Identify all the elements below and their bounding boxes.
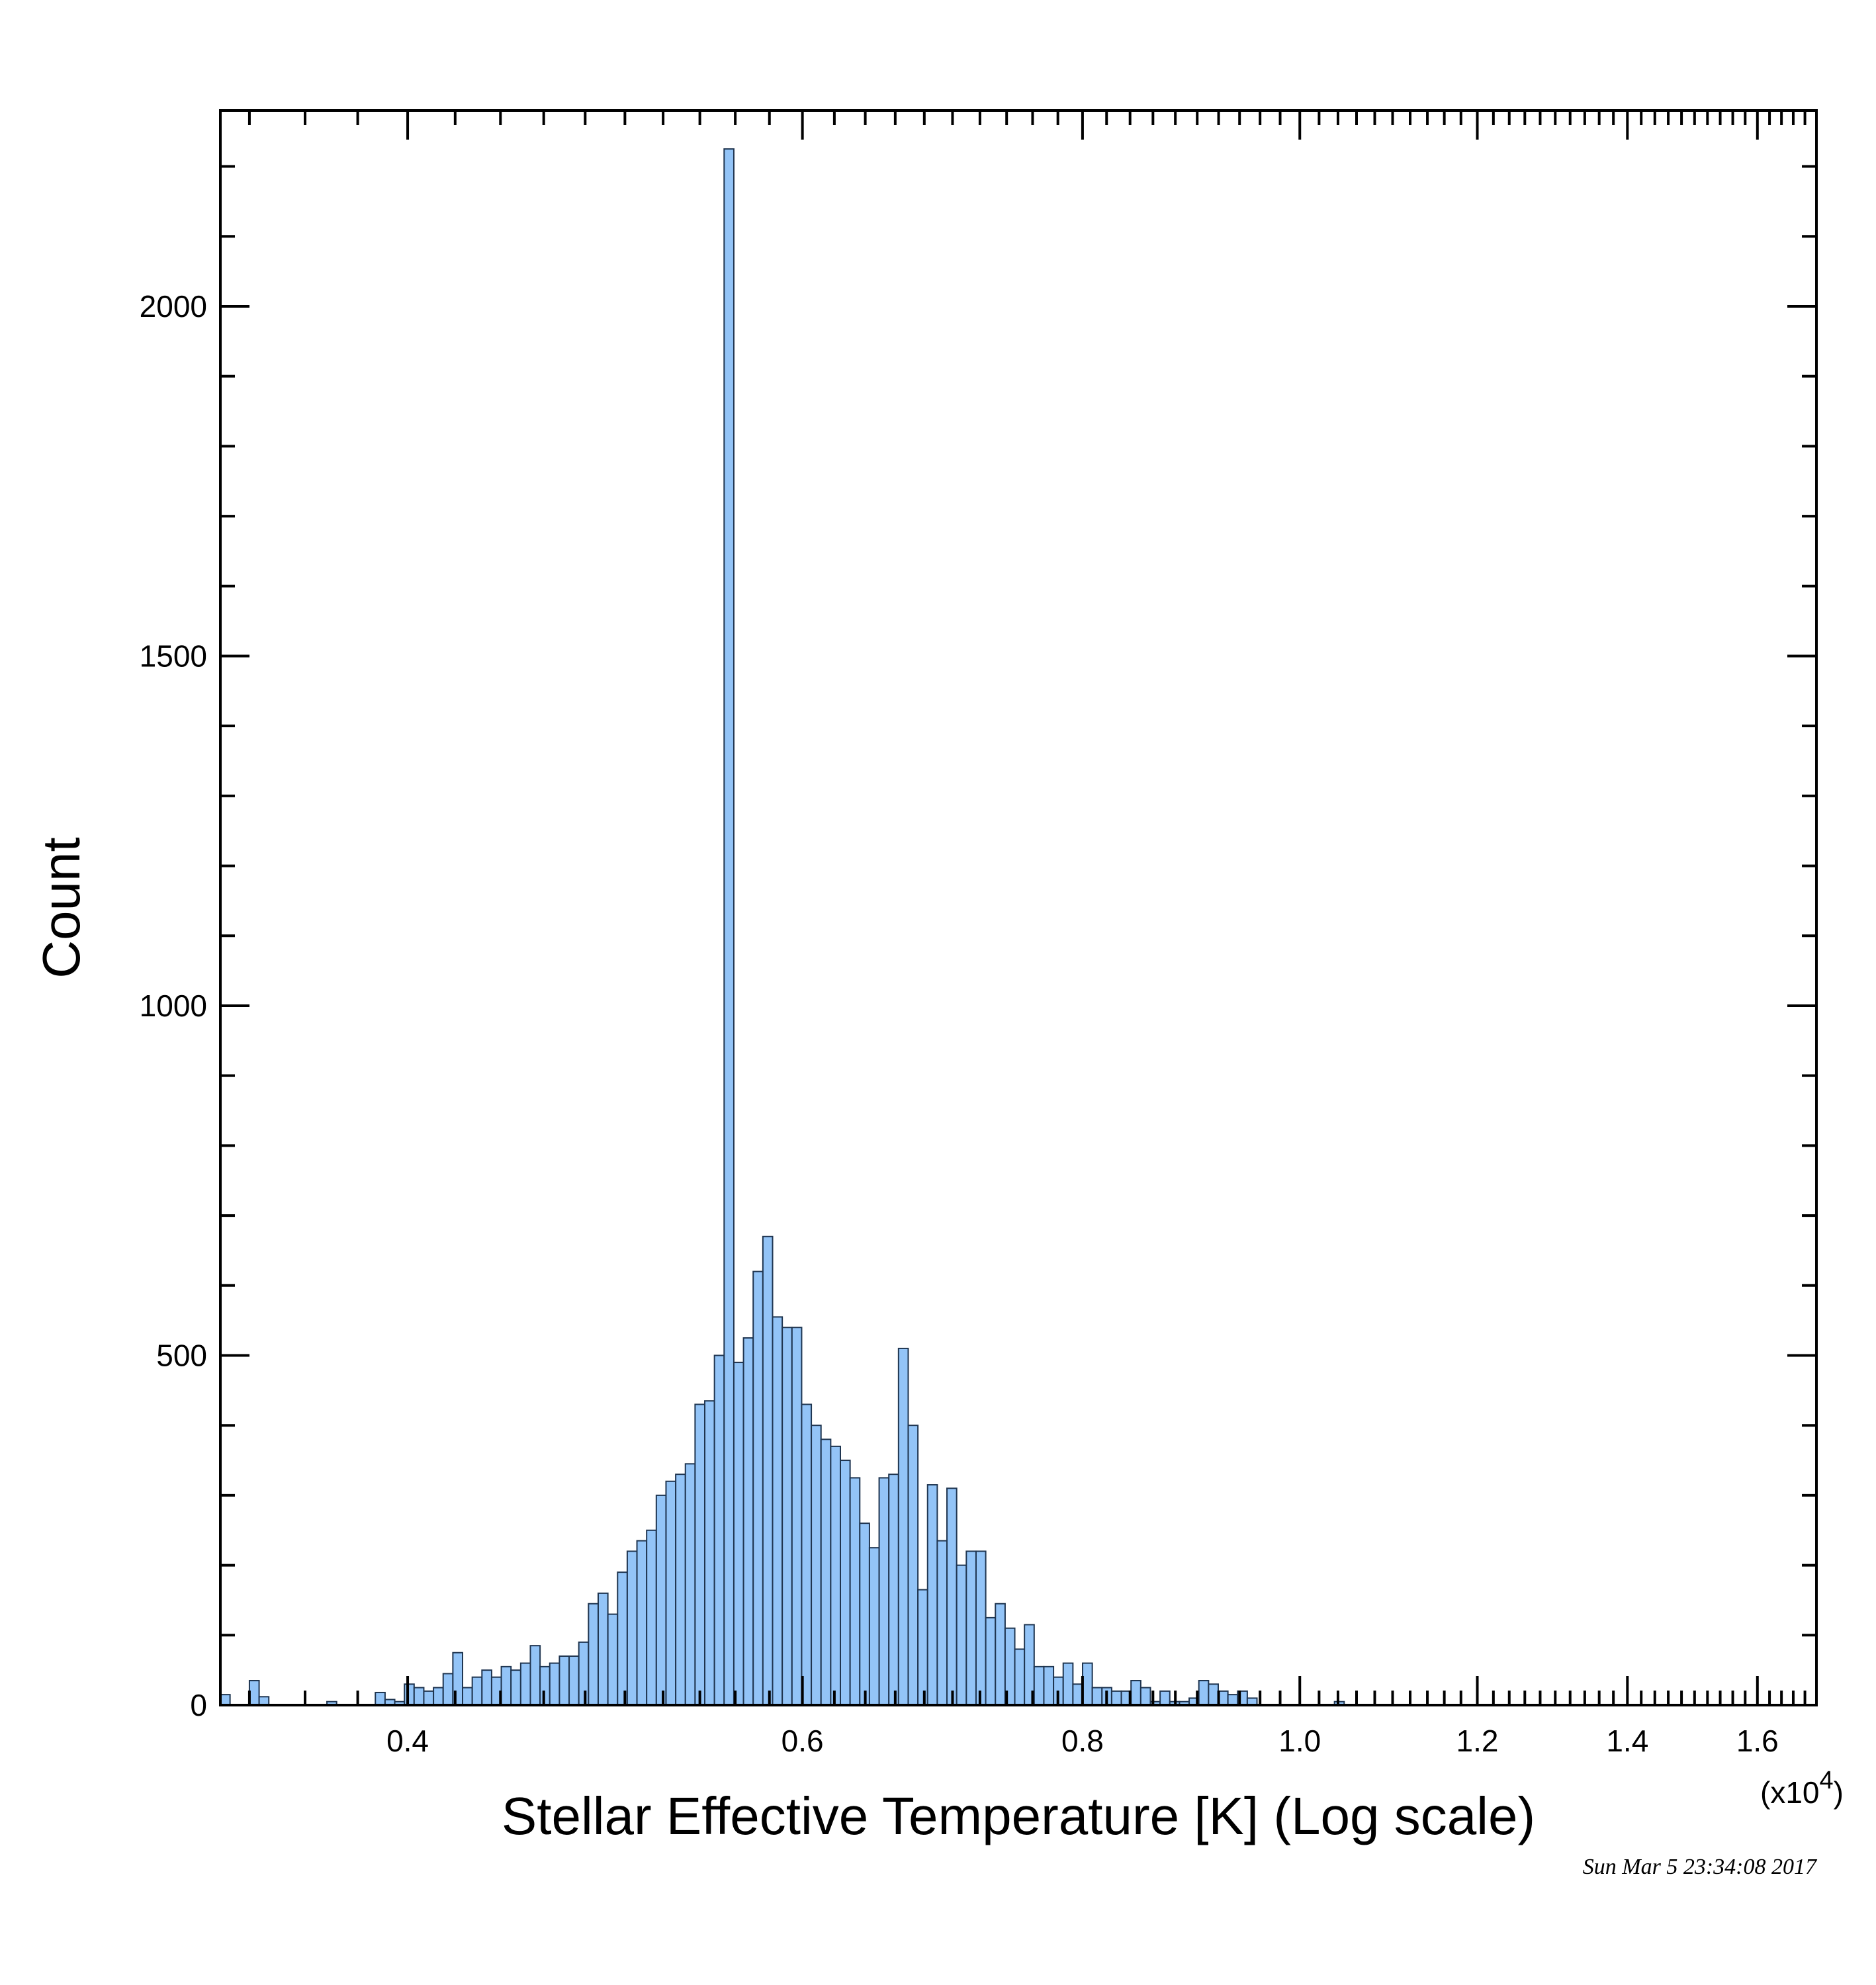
plot-frame (219, 109, 1818, 1706)
histogram-bar (588, 1603, 599, 1706)
histogram-bar (471, 1676, 483, 1706)
histogram-bar (665, 1480, 677, 1706)
histogram-bar (782, 1327, 793, 1706)
histogram-bar (607, 1613, 619, 1706)
histogram-bar (510, 1669, 521, 1706)
histogram-bar (801, 1403, 813, 1706)
y-axis-title: Count (32, 837, 91, 978)
histogram-bar (985, 1616, 997, 1706)
histogram-bar (529, 1645, 541, 1706)
histogram-bar (1130, 1680, 1141, 1706)
histogram-bar (220, 1694, 231, 1706)
histogram-bar (926, 1484, 938, 1706)
histogram-bar (791, 1327, 803, 1706)
histogram-bar (500, 1665, 512, 1706)
histogram-bar (636, 1540, 648, 1706)
histogram-bar (907, 1425, 919, 1706)
x-tick-label: 0.6 (782, 1724, 824, 1758)
histogram-bar (849, 1477, 861, 1706)
x-axis-title: Stellar Effective Temperature [K] (Log s… (502, 1786, 1535, 1845)
histogram-bar (617, 1571, 628, 1706)
histogram-bar (1208, 1683, 1219, 1706)
x-tick-label: 1.6 (1736, 1724, 1779, 1758)
histogram-bar (248, 1680, 260, 1706)
histogram-bar (1043, 1665, 1055, 1706)
histogram-bar (1110, 1690, 1122, 1706)
x-tick-label: 0.4 (386, 1724, 429, 1758)
histogram-bar (375, 1691, 386, 1706)
x-tick-label: 1.2 (1456, 1724, 1499, 1758)
histogram-bar (646, 1529, 657, 1706)
histogram-bar (626, 1550, 638, 1706)
histogram-bar (830, 1445, 841, 1706)
y-tick-label: 0 (190, 1688, 207, 1722)
histogram-bar (762, 1235, 774, 1706)
histogram-bar (549, 1662, 560, 1706)
histogram-bar (684, 1463, 696, 1706)
histogram-bar (995, 1603, 1006, 1706)
x-multiplier-label: (x104) (1760, 1767, 1844, 1810)
histogram-bar (878, 1477, 890, 1706)
histogram-bar (1227, 1694, 1239, 1706)
histogram-bar (868, 1547, 880, 1706)
histogram-bar (704, 1400, 715, 1706)
histogram-bar (965, 1550, 977, 1706)
y-tick-label: 1500 (140, 639, 207, 673)
histogram-bar (936, 1540, 948, 1706)
histogram-bar (742, 1337, 754, 1706)
histogram-bar (442, 1673, 454, 1706)
y-tick-label: 500 (156, 1338, 207, 1372)
histogram-bar (752, 1270, 764, 1706)
histogram-bar (811, 1425, 822, 1706)
histogram-bar (675, 1474, 686, 1706)
y-tick-labels: 0 500 1000 1500 2000 (140, 289, 207, 1722)
histogram-bar (1033, 1665, 1045, 1706)
y-tick-label: 1000 (140, 989, 207, 1023)
histogram-bar (733, 1362, 744, 1706)
histogram-bar (1139, 1687, 1151, 1706)
histogram-bar (1014, 1648, 1026, 1706)
histogram-bar (820, 1438, 832, 1706)
histogram-bar (917, 1589, 928, 1706)
histogram-bar (956, 1564, 967, 1706)
histogram-bar (840, 1460, 851, 1706)
histogram-bar (413, 1687, 425, 1706)
histogram-bar (772, 1316, 783, 1706)
histogram-bar (1082, 1662, 1093, 1706)
histogram-bar (723, 148, 735, 1706)
timestamp: Sun Mar 5 23:34:08 2017 (1583, 1855, 1818, 1879)
histogram-bars (220, 148, 1345, 1706)
axis-ticks (220, 110, 1816, 1706)
histogram-bar (558, 1655, 570, 1706)
x-tick-label: 1.0 (1278, 1724, 1321, 1758)
y-tick-label: 2000 (140, 289, 207, 324)
histogram-bar (578, 1641, 590, 1706)
histogram-bar (713, 1354, 725, 1706)
histogram-bar (462, 1687, 473, 1706)
histogram-bar (1062, 1662, 1074, 1706)
x-tick-labels: 0.4 0.6 0.8 1.0 1.2 1.4 1.6 (386, 1724, 1779, 1758)
histogram-bar (1198, 1680, 1210, 1706)
histogram-bar (481, 1669, 492, 1706)
histogram-bar (404, 1683, 415, 1706)
histogram-bar (1091, 1687, 1103, 1706)
histogram-bar (568, 1655, 580, 1706)
histogram-bar (975, 1550, 987, 1706)
x-tick-label: 0.8 (1061, 1724, 1104, 1758)
histogram-bar (946, 1487, 958, 1706)
histogram-bar (519, 1662, 531, 1706)
histogram-bar (423, 1690, 435, 1706)
histogram-bar (1072, 1683, 1084, 1706)
histogram-bar (694, 1403, 706, 1706)
x-tick-label: 1.4 (1606, 1724, 1648, 1758)
histogram-bar (859, 1522, 870, 1706)
histogram-bar (433, 1687, 444, 1706)
histogram-bar (897, 1347, 909, 1706)
histogram-bar (888, 1474, 899, 1706)
histogram-bar (655, 1494, 667, 1706)
histogram-bar (1159, 1690, 1171, 1706)
histogram-bar (597, 1592, 609, 1706)
